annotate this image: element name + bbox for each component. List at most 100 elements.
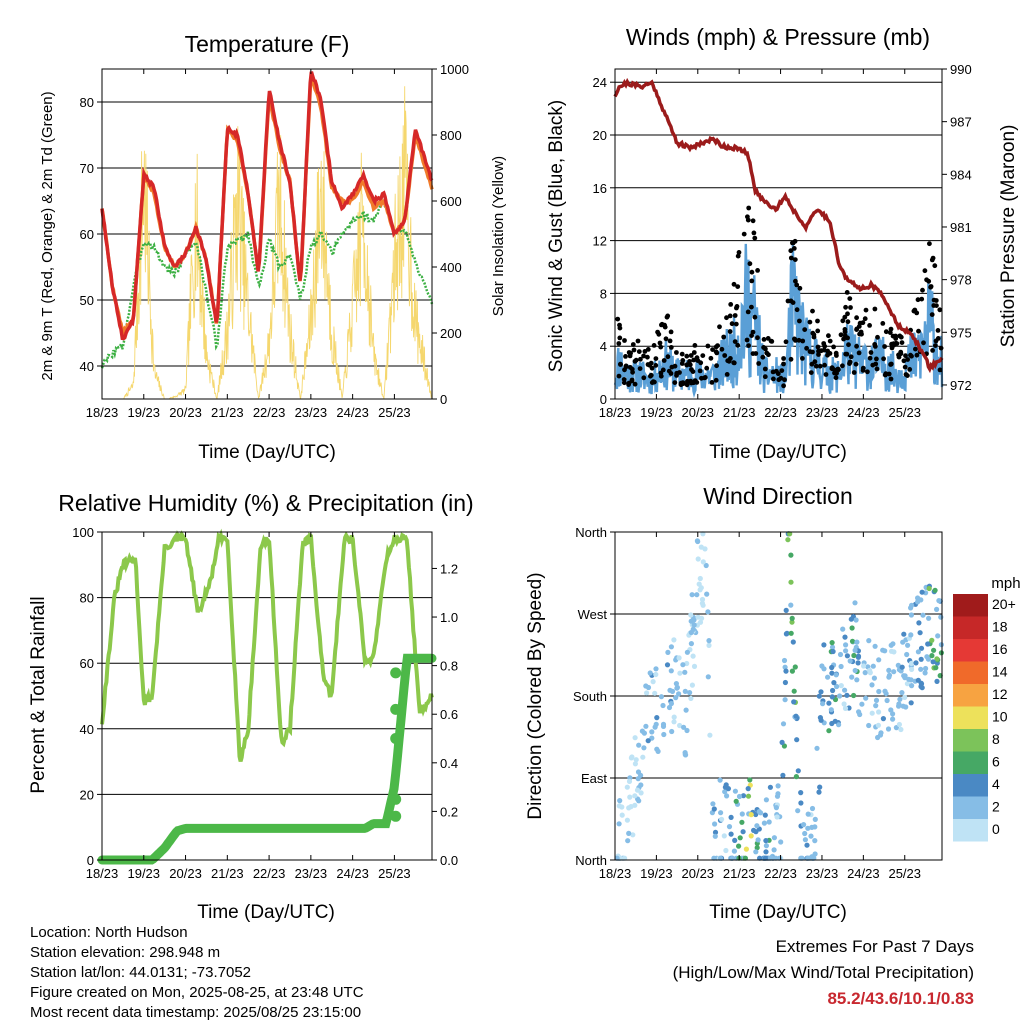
gust-point [641,375,647,381]
direction-point [849,674,855,680]
direction-point [802,830,808,837]
gust-point [880,321,886,326]
direction-point [650,679,656,685]
direction-point [780,772,786,778]
x-tick-label: 19/23 [127,866,160,881]
direction-point [668,668,674,674]
gust-point [794,282,800,288]
direction-point [771,847,777,853]
gust-point [800,338,806,344]
rainfall-point [390,667,402,679]
gust-point [692,343,698,348]
gust-point [702,375,708,380]
direction-point [896,721,903,728]
gust-point [804,345,809,351]
direction-point [795,808,801,814]
direction-point [837,651,844,658]
direction-point [829,664,835,671]
gust-point [872,344,878,349]
gust-point [792,257,798,262]
direction-point [931,647,937,653]
direction-point [793,713,799,719]
legend-label: 0 [992,821,1000,837]
gust-point [745,309,751,315]
direction-point [783,668,789,674]
direction-point [683,752,689,758]
direction-point [843,648,849,654]
gust-point [698,360,704,366]
gust-point [920,287,925,293]
x-tick-label: 21/23 [723,405,756,420]
direction-point [808,833,814,839]
direction-ylabel-left: Direction (Colored By Speed) [525,572,546,819]
gust-point [621,377,627,382]
y-tick-label-right: 0.4 [440,756,458,771]
gust-point [627,353,633,359]
direction-point [933,665,939,671]
gust-point [935,328,941,333]
gust-point [930,255,936,261]
gust-point [933,298,939,303]
gust-point [666,368,672,374]
gust-point [846,342,851,348]
y-tick-label-right: 972 [950,378,972,393]
direction-point [711,806,717,812]
direction-point [788,552,794,558]
y-tick-label-right: 990 [950,62,972,77]
y-tick-label-left: West [578,607,608,622]
gust-point [690,369,696,374]
gust-point [735,284,741,289]
direction-frame [614,531,943,861]
direction-point [876,657,882,663]
direction-point [922,670,928,676]
direction-point [936,598,942,604]
direction-point [706,638,712,644]
gust-point [867,323,872,328]
direction-point [664,662,671,668]
direction-point [918,645,925,651]
gust-point [916,328,921,334]
gust-point [782,377,787,383]
direction-point [673,681,680,687]
gust-point [881,356,886,362]
direction-point [761,820,768,826]
temperature-ticks: 18/23 19/23 20/23 21/23 22/23 23/23 24/23 25/23… [80,62,469,420]
direction-point [674,685,680,691]
gust-point [891,342,897,348]
gust-point [710,347,715,352]
x-tick-label: 18/23 [86,866,119,881]
direction-point [740,829,746,835]
direction-point [673,695,679,701]
gust-point [756,361,762,366]
gust-point [827,338,833,344]
direction-point [634,787,641,793]
direction-point [904,651,910,658]
direction-point [918,680,924,686]
gust-point [845,335,850,341]
gust-point [933,338,939,344]
direction-point [671,719,677,725]
direction-point [801,822,807,828]
direction-point [699,596,706,603]
direction-point [653,671,659,678]
legend-label: 10 [992,709,1008,725]
winds-marks [613,77,944,399]
gust-point [684,353,690,359]
x-tick-label: 21/23 [211,866,244,881]
direction-point [632,793,638,799]
legend-swatch [953,729,988,752]
direction-point [862,670,868,676]
gust-point [793,278,798,284]
direction-point [930,659,936,665]
direction-point [880,647,886,653]
direction-point [739,811,745,817]
direction-point [844,692,850,698]
x-tick-label: 25/23 [888,405,921,420]
gust-point [826,333,831,339]
y-tick-label-left: 20 [80,787,94,802]
direction-point [728,814,734,821]
gust-point [907,367,913,372]
direction-point [704,591,710,597]
direction-point [691,622,697,628]
direction-point [897,696,903,702]
